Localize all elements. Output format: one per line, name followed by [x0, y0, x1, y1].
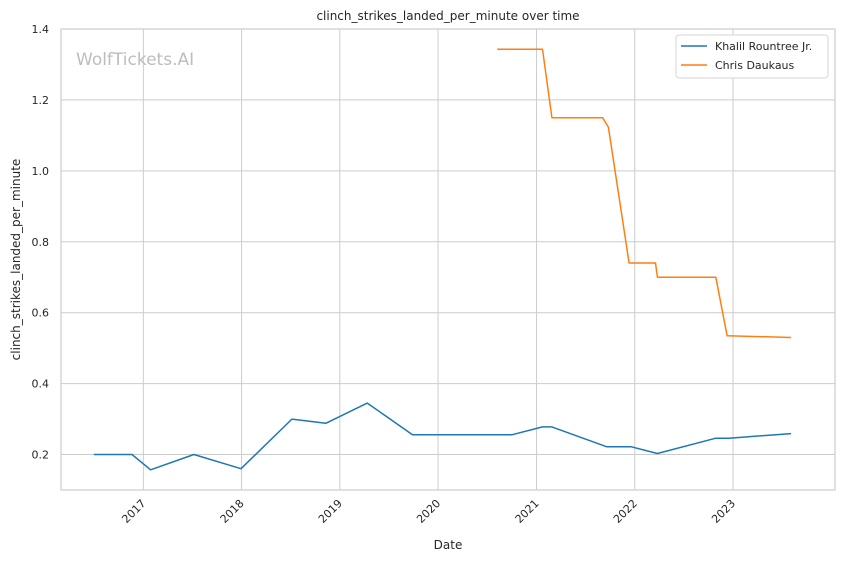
x-tick-label: 2017	[119, 497, 148, 526]
series-line-1	[497, 48, 792, 339]
x-tick-label: 2020	[414, 497, 443, 526]
x-tick-label: 2021	[513, 497, 542, 526]
series-lines	[93, 48, 792, 471]
legend: Khalil Rountree Jr. Chris Daukaus	[675, 34, 829, 79]
series-line-0	[93, 402, 792, 471]
x-tick-label: 2023	[709, 497, 738, 526]
y-tick-label: 0.4	[32, 378, 50, 391]
x-tick-label: 2019	[316, 497, 345, 526]
y-tick-label: 0.2	[32, 449, 50, 462]
legend-label-chris-daukaus: Chris Daukaus	[715, 59, 795, 72]
chart-title: clinch_strikes_landed_per_minute over ti…	[316, 9, 579, 23]
y-tick-label: 1.0	[32, 165, 50, 178]
x-axis-ticks: 2017 2018 2019 2020 2021 2022 2023	[119, 497, 738, 526]
plot-area	[60, 28, 836, 491]
x-axis-label: Date	[434, 538, 463, 552]
y-axis-label: clinch_strikes_landed_per_minute	[9, 159, 23, 361]
y-tick-label: 0.6	[32, 307, 50, 320]
y-tick-label: 0.8	[32, 236, 50, 249]
legend-box	[675, 34, 829, 79]
grid	[61, 28, 835, 490]
y-tick-label: 1.2	[32, 94, 50, 107]
y-axis-ticks: 0.2 0.4 0.6 0.8 1.0 1.2 1.4	[32, 23, 50, 462]
legend-label-khalil-rountree: Khalil Rountree Jr.	[715, 40, 812, 53]
y-tick-label: 1.4	[32, 23, 50, 36]
watermark: WolfTickets.AI	[76, 50, 194, 70]
x-tick-label: 2022	[611, 497, 640, 526]
x-tick-label: 2018	[218, 497, 247, 526]
